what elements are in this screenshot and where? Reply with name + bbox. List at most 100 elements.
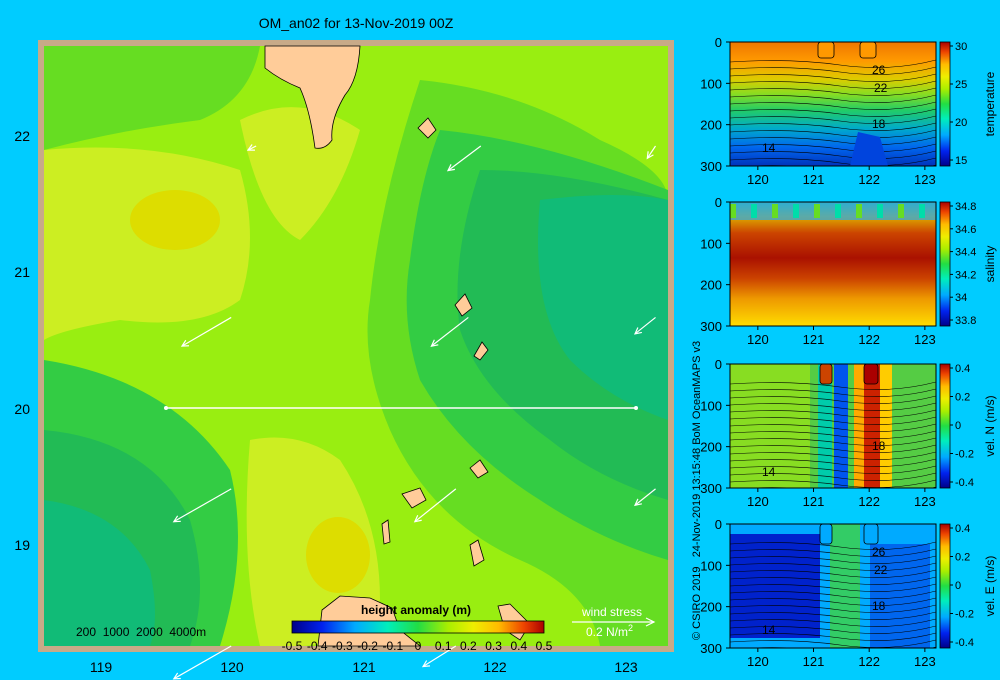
isotherm	[730, 73, 936, 82]
wind-vector-head	[172, 672, 181, 680]
section-x-tick: 122	[858, 494, 880, 509]
colorbar-tick: -0.2	[955, 609, 974, 621]
isotherm	[730, 444, 936, 453]
depth-tick: 100	[700, 398, 722, 413]
section-field	[730, 202, 936, 326]
isotherm	[730, 465, 936, 474]
section-x-tick: 123	[914, 332, 936, 347]
isotherm	[730, 437, 936, 446]
southward-core	[834, 364, 848, 488]
colorbar-swatch	[291, 620, 545, 634]
section-x-tick: 120	[747, 332, 769, 347]
wind-vector	[422, 645, 457, 668]
northward-edge	[880, 364, 892, 488]
island-f	[381, 519, 391, 545]
panel-variable-label: salinity	[983, 246, 997, 283]
depth-tick: 0	[715, 357, 722, 372]
isotherm	[730, 562, 936, 571]
depth-tick: 200	[700, 118, 722, 133]
contour-label: 26	[872, 63, 886, 77]
isotherm	[730, 59, 936, 68]
isotherm	[730, 157, 936, 166]
colorbar-tick: 0.3	[485, 639, 502, 653]
panel-colorbar	[939, 363, 951, 489]
wind-vector-head	[446, 164, 455, 172]
colorbar-tick: -0.4	[307, 639, 328, 653]
colorbar-tick: 30	[955, 41, 967, 53]
contour-label: 22	[874, 81, 888, 95]
colorbar-tick: 15	[955, 155, 967, 167]
colorbar-tick: -0.3	[332, 639, 353, 653]
fresh-patch	[919, 204, 925, 218]
northward-core	[864, 364, 880, 488]
isotherm	[730, 597, 936, 606]
colorbar-tick: 0.2	[955, 552, 970, 564]
isotherm	[730, 430, 936, 439]
wind-vector	[414, 488, 457, 523]
wind-vector-head	[633, 327, 642, 335]
colorbar-tick: 0	[415, 639, 422, 653]
map-y-tick: 20	[14, 401, 30, 417]
colorbar-tick: 0.2	[955, 392, 970, 404]
colorbar-tick: -0.2	[955, 449, 974, 461]
depth-tick: 100	[700, 76, 722, 91]
colorbar-tick: -0.1	[382, 639, 403, 653]
surface-feature	[819, 524, 833, 545]
wind-vector-head	[180, 339, 190, 347]
colorbar-tick: 0	[955, 420, 961, 432]
fresh-patch	[772, 204, 778, 218]
colorbar-tick: 0.4	[955, 523, 970, 535]
map-x-tick: 120	[220, 659, 244, 675]
map-x-tick: 123	[614, 659, 638, 675]
section-line-end	[634, 406, 638, 410]
wind-vector-head	[646, 151, 654, 160]
surface-feature	[863, 364, 879, 385]
chart-title: OM_an02 for 13-Nov-2019 00Z	[259, 15, 454, 31]
panel-frame	[729, 201, 937, 327]
island-b	[454, 293, 473, 317]
wind-stress-title: wind stress	[581, 605, 642, 619]
credit-text: © CSIRO 2019 24-Nov-2019 13:15:48 BoM Oc…	[691, 341, 703, 640]
isotherm	[730, 604, 936, 613]
colorbar-tick: -0.4	[955, 477, 974, 489]
colorbar-tick: 0	[955, 580, 961, 592]
section-x-tick: 121	[803, 654, 825, 669]
colorbar-tick: 34.6	[955, 224, 976, 236]
panel-colorbar	[939, 523, 951, 649]
wind-vector-head	[413, 515, 422, 523]
map-y-tick: 22	[14, 128, 30, 144]
surface-feature	[859, 42, 877, 59]
section-panel-temp: 26 22 18 14 0 100 200 300 120 121 122 123 30 25 20 15 te…	[700, 35, 997, 187]
isotherm	[730, 639, 936, 648]
section-x-tick: 122	[858, 332, 880, 347]
section-x-tick: 123	[914, 494, 936, 509]
surface-feature	[817, 42, 835, 59]
colorbar-tick: 0.4	[510, 639, 527, 653]
depth-tick: 300	[700, 481, 722, 496]
isotherm	[730, 129, 936, 138]
isotherm	[730, 611, 936, 620]
bathymetry-label: 200 1000 2000 4000m	[76, 625, 206, 639]
isotherm	[730, 66, 936, 75]
colorbar-tick: 34.2	[955, 269, 976, 281]
map-x-axis: 119 120 121 122 123	[90, 659, 638, 675]
northward-edge	[854, 364, 864, 488]
depth-tick: 0	[715, 35, 722, 50]
isotherm	[730, 555, 936, 564]
wind-vector	[634, 488, 656, 506]
isotherm	[730, 143, 936, 152]
map-y-tick: 19	[14, 537, 30, 553]
fresh-patch	[814, 204, 820, 218]
isotherm	[730, 101, 936, 110]
isotherm	[730, 381, 936, 390]
colorbar-tick: 33.8	[955, 315, 976, 327]
isotherm	[730, 150, 936, 159]
depth-tick: 200	[700, 440, 722, 455]
ssh-map: 119 120 121 122 123 22 21 20 19 200 1000…	[14, 40, 674, 680]
wind-vector	[173, 488, 232, 523]
contour-label: 14	[762, 141, 776, 155]
isotherm	[730, 541, 936, 550]
weak-flow-band	[830, 524, 860, 648]
panel-frame	[729, 523, 937, 649]
section-x-tick: 123	[914, 172, 936, 187]
